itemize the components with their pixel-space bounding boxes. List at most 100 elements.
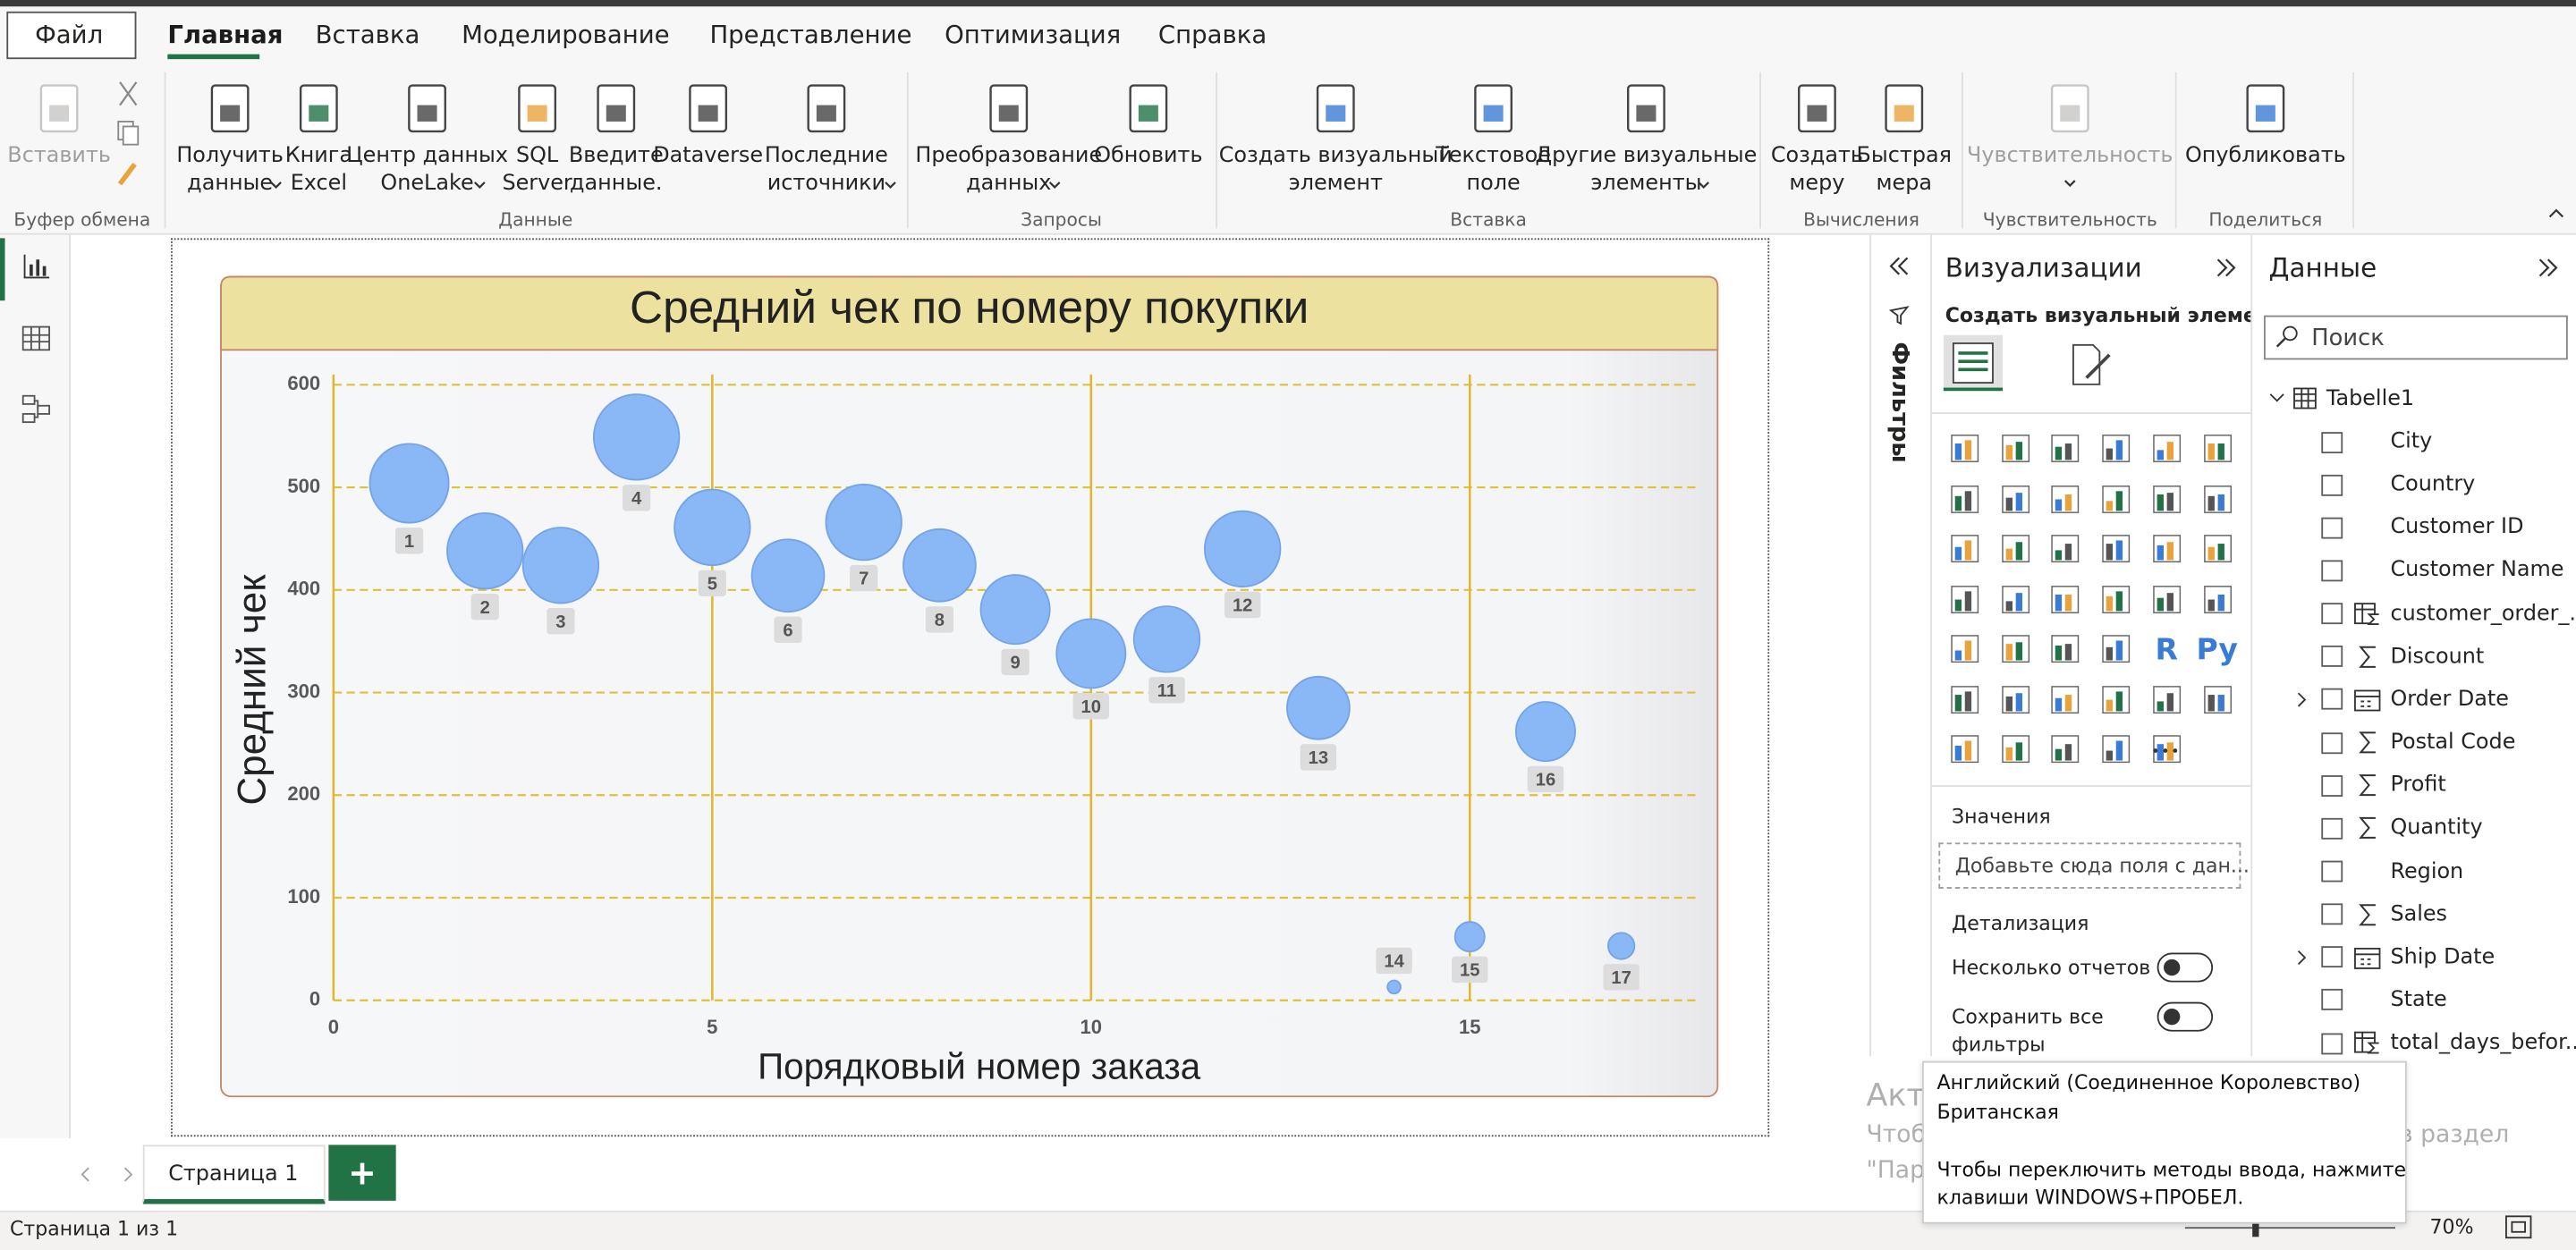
ribbon-button-label[interactable]: SQL bbox=[515, 143, 559, 169]
ribbon-button-label[interactable]: Excel bbox=[290, 171, 347, 197]
ribbon-button-label[interactable]: Введите bbox=[568, 143, 664, 169]
ribbon-icon bbox=[2050, 84, 2089, 133]
field-name[interactable]: Postal Code bbox=[2390, 730, 2516, 756]
ribbon-button-label[interactable]: Преобразование bbox=[915, 143, 1103, 169]
dropdown-chevron bbox=[1048, 182, 1061, 189]
ribbon-button-label[interactable]: Текстовое bbox=[1436, 143, 1551, 169]
data-label-bg bbox=[698, 570, 726, 596]
ribbon-button-label[interactable]: Создать визуальный bbox=[1218, 143, 1453, 169]
field-name[interactable]: Country bbox=[2390, 472, 2476, 497]
data-label: 11 bbox=[1157, 681, 1176, 701]
table-view-icon bbox=[21, 325, 51, 351]
ribbon-button-label[interactable]: Опубликовать bbox=[2184, 143, 2346, 169]
ribbon-button-label[interactable]: данные bbox=[187, 171, 274, 197]
ribbon-button-label[interactable]: поле bbox=[1466, 171, 1521, 197]
active-view-marker bbox=[0, 238, 5, 301]
ribbon-tab[interactable]: Моделирование bbox=[462, 20, 670, 50]
field-checkbox[interactable] bbox=[2321, 1032, 2343, 1054]
values-well[interactable] bbox=[1938, 842, 2241, 889]
field-name[interactable]: Customer ID bbox=[2390, 515, 2524, 541]
ribbon-button-label[interactable]: Центр данных bbox=[346, 143, 508, 169]
ribbon-button-label[interactable]: Вставить bbox=[7, 143, 111, 169]
field-checkbox[interactable] bbox=[2321, 517, 2343, 539]
pane-divider bbox=[1932, 785, 2251, 787]
field-checkbox[interactable] bbox=[2321, 474, 2343, 496]
ribbon-icon bbox=[39, 84, 79, 133]
field-name[interactable]: customer_order_... bbox=[2390, 601, 2576, 627]
data-label-bg bbox=[470, 593, 499, 621]
field-checkbox[interactable] bbox=[2321, 817, 2343, 840]
field-name[interactable]: State bbox=[2390, 987, 2447, 1013]
ribbon-button-label[interactable]: Обновить bbox=[1094, 143, 1203, 169]
ribbon-button-label[interactable]: Создать bbox=[1770, 143, 1863, 169]
field-name[interactable]: Quantity bbox=[2390, 815, 2483, 841]
field-name[interactable]: Profit bbox=[2390, 773, 2446, 798]
visual-type-icon bbox=[2152, 585, 2181, 613]
ribbon-button-label[interactable]: Dataverse bbox=[653, 143, 764, 169]
field-checkbox[interactable] bbox=[2321, 860, 2343, 883]
field-checkbox[interactable] bbox=[2321, 688, 2343, 711]
data-label: 1 bbox=[404, 532, 414, 552]
ribbon-tab[interactable]: Оптимизация bbox=[945, 20, 1122, 50]
ribbon-tab[interactable]: Главная bbox=[167, 20, 284, 50]
ribbon-group-label: Данные bbox=[498, 209, 573, 232]
x-tick-label: 10 bbox=[1080, 1016, 1103, 1038]
ribbon-button-label[interactable]: Server bbox=[502, 171, 572, 197]
ribbon-button-label[interactable]: данных bbox=[966, 171, 1052, 197]
visual-icon-letter[interactable]: R bbox=[2155, 633, 2179, 668]
field-checkbox[interactable] bbox=[2321, 946, 2343, 968]
ribbon-button-label[interactable]: Получить bbox=[176, 143, 284, 169]
ribbon-tab[interactable]: Вставка bbox=[315, 20, 420, 50]
zoom-thumb[interactable] bbox=[2252, 1219, 2259, 1237]
table-name[interactable]: Tabelle1 bbox=[2326, 386, 2415, 412]
ribbon-button-label[interactable]: элемент bbox=[1288, 171, 1383, 197]
visual-icon-letter[interactable]: Py bbox=[2196, 633, 2238, 668]
field-name[interactable]: City bbox=[2390, 429, 2433, 454]
field-name[interactable]: Order Date bbox=[2390, 687, 2509, 713]
field-checkbox[interactable] bbox=[2321, 774, 2343, 797]
field-name[interactable]: Region bbox=[2390, 858, 2464, 884]
field-checkbox[interactable] bbox=[2321, 603, 2343, 625]
field-name[interactable]: Sales bbox=[2390, 901, 2448, 927]
bubble bbox=[1055, 618, 1127, 689]
data-label: 13 bbox=[1309, 748, 1328, 768]
ribbon-button-label[interactable]: OneLake bbox=[380, 171, 474, 197]
page-tab[interactable] bbox=[142, 1144, 326, 1204]
ribbon-button-label[interactable]: меру bbox=[1789, 171, 1845, 197]
visual-type-icon bbox=[1951, 635, 1979, 663]
field-checkbox[interactable] bbox=[2321, 431, 2343, 453]
field-name[interactable]: Customer Name bbox=[2390, 558, 2564, 584]
visual-type-icon bbox=[2203, 535, 2232, 563]
ribbon-button-label[interactable]: Быстрая bbox=[1856, 143, 1952, 169]
ribbon-button-label[interactable]: мера bbox=[1876, 171, 1933, 197]
field-name[interactable]: Discount bbox=[2390, 644, 2485, 670]
visual-type-icon bbox=[2152, 485, 2181, 512]
filters-pane bbox=[1869, 234, 1931, 1057]
search-box[interactable] bbox=[2264, 315, 2568, 360]
field-name[interactable]: total_days_befor... bbox=[2390, 1030, 2576, 1056]
ribbon-button-label[interactable]: Последние bbox=[764, 143, 888, 169]
field-checkbox[interactable] bbox=[2321, 903, 2343, 925]
ribbon-tab[interactable]: Представление bbox=[709, 20, 912, 50]
file-button[interactable] bbox=[6, 11, 137, 60]
chart-title: Средний чек по номеру покупки bbox=[630, 281, 1309, 333]
ribbon-icon bbox=[299, 84, 338, 133]
field-name[interactable]: Ship Date bbox=[2390, 944, 2496, 970]
data-label-bg bbox=[1300, 744, 1337, 771]
ribbon-button-label[interactable]: элементы bbox=[1590, 171, 1702, 197]
data-label: 10 bbox=[1081, 697, 1101, 717]
ribbon-tab[interactable]: Справка bbox=[1157, 20, 1267, 50]
field-checkbox[interactable] bbox=[2321, 989, 2343, 1011]
field-checkbox[interactable] bbox=[2321, 731, 2343, 754]
page-tab-label[interactable]: Страница 1 bbox=[168, 1161, 299, 1187]
data-label-bg bbox=[850, 564, 878, 592]
ribbon-button-label[interactable]: данные. bbox=[570, 171, 663, 197]
sum-icon bbox=[2359, 646, 2376, 668]
data-label-bg bbox=[1072, 693, 1110, 720]
ribbon-button-label[interactable]: Книга bbox=[284, 143, 352, 169]
ribbon-button-label[interactable]: Другие визуальные bbox=[1535, 143, 1758, 169]
ribbon-button-label[interactable]: Чувствительность bbox=[1967, 143, 2174, 169]
field-checkbox[interactable] bbox=[2321, 560, 2343, 582]
field-checkbox[interactable] bbox=[2321, 646, 2343, 668]
ribbon-button-label[interactable]: источники bbox=[767, 171, 886, 197]
